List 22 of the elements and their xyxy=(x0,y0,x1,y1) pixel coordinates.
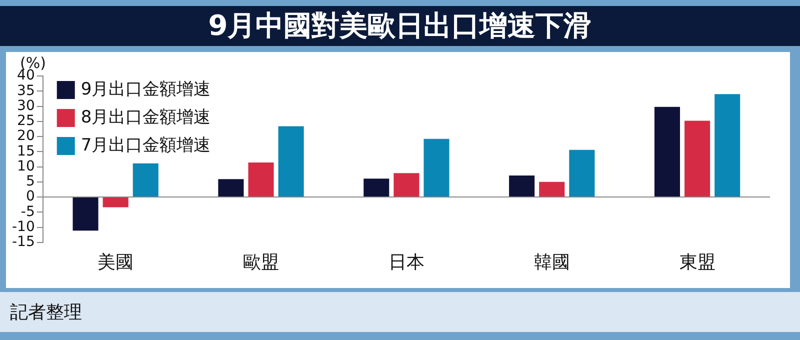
y-tick-label: -15 xyxy=(12,234,35,250)
y-tick-label: -10 xyxy=(12,218,35,235)
y-tick-label: 15 xyxy=(17,143,35,160)
y-tick-label: 5 xyxy=(26,174,35,190)
legend-label: 9月出口金額增速 xyxy=(80,79,211,100)
x-tick-label: 日本 xyxy=(388,252,424,273)
chart-title: 9月中國對美歐日出口增速下滑 xyxy=(0,6,800,46)
x-tick-label: 歐盟 xyxy=(243,252,280,273)
y-tick-label: 10 xyxy=(17,158,35,174)
legend-label: 8月出口金額增速 xyxy=(80,107,211,128)
y-tick-label: 0 xyxy=(26,188,35,205)
legend-label: 7月出口金額增速 xyxy=(80,135,211,156)
y-tick-label: -5 xyxy=(20,204,35,220)
y-tick-label: 20 xyxy=(17,128,35,144)
x-tick-label: 東盟 xyxy=(679,252,716,273)
text: 記者整理 xyxy=(10,301,82,324)
y-tick-label: 40 xyxy=(17,68,35,84)
y-tick-label: 25 xyxy=(17,113,35,130)
x-tick-label: 韓國 xyxy=(534,252,570,273)
y-tick-label: 30 xyxy=(17,98,35,114)
y-tick-label: 35 xyxy=(17,82,35,99)
x-tick-label: 美國 xyxy=(98,252,134,273)
